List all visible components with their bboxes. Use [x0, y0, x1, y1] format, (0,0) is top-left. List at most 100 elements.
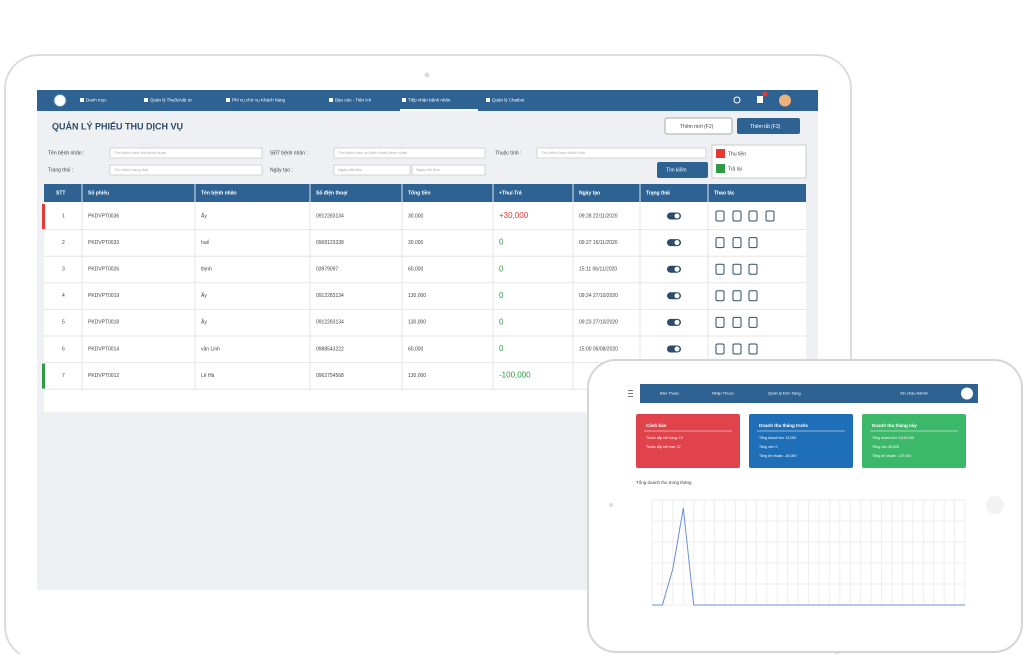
nav-item[interactable]: Quản lý Thuốc/vật tư — [150, 98, 192, 103]
filter-label: Ngày tạo : — [270, 167, 293, 173]
tablet-nav-item[interactable]: Nhập Thuốc — [712, 391, 734, 396]
summary-card — [862, 414, 966, 468]
table-cell: 30,000 — [408, 213, 424, 219]
search-button[interactable] — [657, 162, 708, 178]
nav-active — [400, 109, 478, 111]
filter-input[interactable] — [333, 164, 411, 176]
table-cell: 09:27 16/11/2020 — [579, 240, 618, 246]
legend-red — [716, 149, 725, 158]
filter-input[interactable] — [536, 147, 707, 159]
table-cell: Lê Hà — [201, 373, 215, 379]
action-icon[interactable] — [748, 343, 758, 355]
action-icon[interactable] — [715, 263, 725, 275]
action-icon[interactable] — [748, 263, 758, 275]
toggle-knob — [674, 266, 680, 272]
action-icon[interactable] — [715, 210, 725, 222]
action-icon[interactable] — [748, 210, 758, 222]
card-line: Tổng vốn: 0 — [759, 445, 778, 449]
logo — [53, 94, 67, 107]
nav-item[interactable]: Tiếp nhận bệnh nhân — [408, 98, 451, 103]
action-icon[interactable] — [732, 237, 742, 249]
add-button[interactable] — [664, 117, 733, 135]
toggle-knob — [674, 319, 680, 325]
tablet: Xin chào Admin Tổng doanh thu trong thán… — [587, 359, 1023, 653]
table-header-cell: STT — [56, 190, 65, 196]
toggle-knob — [674, 293, 680, 299]
filter-input[interactable] — [411, 164, 486, 176]
table-header — [44, 184, 806, 202]
action-icon[interactable] — [732, 263, 742, 275]
table-cell: 60,000 — [408, 267, 424, 273]
legend-green — [716, 164, 725, 173]
button-label: Thêm tất (F3) — [750, 124, 781, 130]
filter-placeholder: Tìm kiếm trạng thái — [114, 167, 148, 172]
action-icon[interactable] — [732, 210, 742, 222]
card-line: Tổng doanh thu: 12,000 — [759, 436, 796, 440]
nav-item[interactable]: Báo cáo - Tiện ích — [335, 98, 372, 103]
camera — [424, 72, 430, 78]
table-cell: Ấy — [201, 292, 207, 299]
action-icon[interactable] — [715, 343, 725, 355]
action-icon[interactable] — [732, 316, 742, 328]
table-cell: PKDVPT0019 — [88, 293, 119, 299]
table-cell: 0912283134 — [316, 320, 344, 326]
action-icon[interactable] — [715, 316, 725, 328]
action-icon[interactable] — [748, 237, 758, 249]
summary-card — [636, 414, 740, 468]
table-cell: 30,000 — [408, 240, 424, 246]
action-icon[interactable] — [715, 290, 725, 302]
table-cell: 03979097 — [316, 267, 338, 273]
toggle-knob — [674, 240, 680, 246]
row-marker — [42, 204, 45, 229]
action-icon[interactable] — [715, 237, 725, 249]
table-cell: PKDVPT0012 — [88, 373, 119, 379]
card-line: Thuốc sắp hết hạn: 37 — [646, 444, 681, 449]
table-cell: huế — [201, 240, 210, 246]
table-cell: 1 — [62, 213, 65, 219]
table-cell: văn Linh — [201, 346, 220, 352]
table-cell: 0988543222 — [316, 346, 344, 352]
table-cell: 0 — [499, 344, 504, 353]
tablet-nav-item[interactable]: Bán Thuốc — [660, 391, 679, 396]
export-button[interactable] — [737, 118, 800, 134]
table-header-cell: Số phiếu — [88, 189, 109, 196]
filter-input[interactable] — [333, 147, 486, 159]
home-button — [986, 496, 1004, 514]
table-cell: 4 — [62, 293, 65, 299]
filter-placeholder: Tìm kiếm theo tên bệnh nhân — [114, 150, 166, 155]
legend-box — [711, 144, 807, 179]
table-cell: 7 — [62, 373, 65, 379]
action-icon[interactable] — [765, 210, 775, 222]
table-cell: PKDVPT0018 — [88, 320, 119, 326]
action-icon[interactable] — [732, 343, 742, 355]
nav-item[interactable]: Quản lý Chatbot — [492, 98, 525, 103]
table-cell: 0912283134 — [316, 293, 344, 299]
table-header-cell: Tên bệnh nhân — [201, 190, 237, 196]
menu-icon — [628, 393, 633, 394]
nav-bar — [37, 90, 818, 111]
card-line: Tổng vốn: 80,000 — [872, 445, 899, 449]
filter-placeholder: Ngày kết thúc — [416, 167, 440, 172]
tablet-nav-item[interactable]: Quản lý Đơn hàng — [768, 391, 801, 396]
table-cell: 15:00 05/08/2020 — [579, 346, 618, 352]
table-header-cell: Tổng tiền — [408, 189, 431, 196]
nav-item[interactable]: Danh mục — [86, 98, 107, 103]
nav-item[interactable]: Phí vụ chờ vụ Khách hàng — [232, 98, 285, 103]
legend-label: Trả lại — [728, 166, 742, 172]
filter-input[interactable] — [109, 164, 263, 176]
action-icon[interactable] — [732, 290, 742, 302]
filter-placeholder: Tìm kiếm theo số điện thoại bệnh nhân — [338, 150, 407, 155]
table-cell: 6 — [62, 346, 65, 352]
card-line: Tổng lợi nhuận: -40,000 — [759, 454, 796, 458]
card-title: Doanh thu tháng trước — [759, 423, 809, 428]
page-title: QUẢN LÝ PHIẾU THU DỊCH VỤ — [52, 120, 183, 131]
nav-icon — [80, 98, 84, 102]
action-icon[interactable] — [748, 290, 758, 302]
action-icon[interactable] — [748, 316, 758, 328]
table-cell: 0 — [499, 318, 504, 327]
filter-label: Tên bệnh nhân : — [48, 150, 84, 156]
chart-title: Tổng doanh thu trong tháng — [636, 479, 692, 485]
filter-input[interactable] — [109, 147, 263, 159]
bell-icon — [757, 96, 763, 103]
